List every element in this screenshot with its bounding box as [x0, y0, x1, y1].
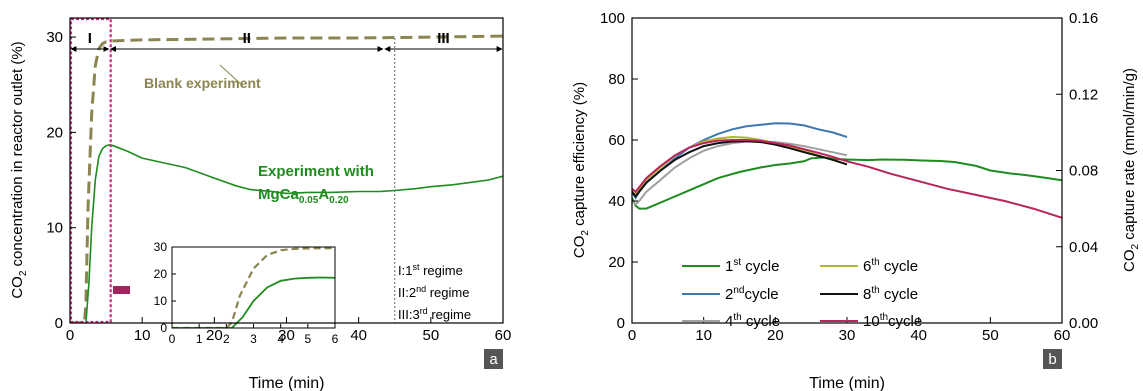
x-tick-label-a: 10: [134, 327, 151, 344]
y-tick-label-b: 0: [617, 315, 625, 332]
y2-tick-label-b: 0.16: [1069, 10, 1098, 27]
panel-label-b-box: [1043, 349, 1062, 369]
x-tick-label-b: 50: [982, 327, 999, 344]
x-tick-label-b: 40: [910, 327, 927, 344]
inset-y-tick-label: 0: [160, 321, 167, 335]
series-line-cycle-10: [632, 139, 1062, 219]
regime-legend-item: II:2nd regime: [398, 284, 469, 300]
legend-label-cycle-2: 2ndcycle: [725, 285, 779, 303]
inset-x-tick-label: 3: [250, 332, 257, 346]
panel-b: 0 10 20 30 40 50 60 0 20 40 60 80 100 0.00 0.04 0.08 0.1…: [571, 10, 1141, 391]
y-tick-label-b: 100: [600, 10, 625, 27]
x-axis-label-a: Time (min): [249, 375, 325, 391]
legend-label-cycle-8: 8th cycle: [863, 285, 918, 303]
x-tick-label-b: 10: [695, 327, 712, 344]
legend-label-cycle-1: 1st cycle: [725, 257, 779, 275]
inset-y-tick-label: 20: [154, 267, 168, 281]
y2-axis-label-b: CO2 capture rate (mmol/min/g): [1121, 68, 1141, 272]
experiment-label-line1: Experiment with: [258, 163, 374, 180]
x-tick-label-a: 60: [495, 327, 512, 344]
series-line-mgca-experiment: [70, 143, 503, 323]
legend-label-cycle-10: 10thcycle: [863, 312, 922, 330]
blank-annotation-leader: [219, 64, 244, 87]
x-axis-label-b: Time (min): [809, 375, 885, 391]
y-tick-label-b: 40: [608, 193, 625, 210]
regime-label-iii: III: [437, 30, 450, 47]
inset-y-tick-label: 30: [154, 240, 168, 254]
x-tick-label-b: 60: [1054, 327, 1071, 344]
inset-x-tick-label: 6: [332, 332, 339, 346]
regime-label-i: I: [88, 30, 92, 47]
blank-experiment-label: Blank experiment: [144, 75, 261, 91]
x-tick-label-b: 20: [767, 327, 784, 344]
legend-label-cycle-4: 4th cycle: [725, 312, 780, 330]
panel-label-a: a: [489, 351, 498, 368]
y-tick-label-b: 80: [608, 71, 625, 88]
series-line-blank-experiment: [70, 34, 503, 323]
regime-i-highlight-box: [69, 17, 112, 324]
regime-legend-item: I:1st regime: [398, 262, 463, 278]
y-tick-label-a: 30: [46, 29, 63, 46]
cycle-legend: 1st cycle 2ndcycle 4th cycle 6th cycle 8th c…: [682, 257, 922, 330]
panel-label-a-box: [484, 349, 503, 369]
inset-x-tick-label: 0: [169, 332, 176, 346]
series-line-cycle-2: [632, 122, 848, 200]
regime-legend: I:1st regime II:2nd regime III:3rd regime: [398, 262, 471, 322]
series-line-cycle-4: [632, 140, 848, 206]
y-tick-label-b: 20: [608, 254, 625, 271]
legend-label-cycle-6: 6th cycle: [863, 257, 918, 275]
regime-label-ii: II: [243, 30, 251, 47]
y-tick-label-a: 10: [46, 220, 63, 237]
y2-tick-label-b: 0.00: [1069, 315, 1098, 332]
inset-x-tick-label: 1: [196, 332, 203, 346]
panel-label-b: b: [1048, 351, 1056, 368]
x-tick-label-b: 30: [839, 327, 856, 344]
y2-tick-label-b: 0.04: [1069, 239, 1098, 256]
y-axis-label-b: CO2 capture efficiency (%): [571, 82, 591, 258]
inset-y-tick-label: 10: [154, 294, 168, 308]
regime-arrows: I II III: [70, 30, 503, 52]
x-tick-label-a: 20: [206, 327, 223, 344]
y-axis-label-a: CO2 concentration in reactor outlet (%): [9, 41, 29, 298]
y2-tick-label-b: 0.08: [1069, 163, 1098, 180]
plot-frame-b: [631, 17, 1063, 324]
x-tick-label-a: 0: [66, 327, 74, 344]
x-tick-label-a: 40: [350, 327, 367, 344]
inset-x-tick-label: 5: [304, 332, 311, 346]
y-tick-label-a: 0: [55, 315, 63, 332]
inset-x-tick-label: 4: [277, 332, 284, 346]
series-line-cycle-6: [632, 135, 848, 197]
inset-series-line: [172, 247, 335, 328]
inset-x-tick-label: 2: [223, 332, 230, 346]
x-tick-label-a: 50: [422, 327, 439, 344]
inset-chart: 0 1 2 3 4 5 6 0 10 20 30: [130, 237, 345, 360]
experiment-label-line2: MgCa0.05A0.20: [258, 186, 349, 206]
y-tick-label-a: 20: [46, 124, 63, 141]
panel-a: I II III Blank experiment Experiment with …: [9, 17, 512, 391]
y-tick-label-b: 60: [608, 132, 625, 149]
x-tick-label-b: 0: [628, 327, 636, 344]
series-line-cycle-8: [632, 140, 848, 199]
y2-tick-label-b: 0.12: [1069, 86, 1098, 103]
x-tick-label-a: 30: [278, 327, 295, 344]
series-line-cycle-1: [632, 156, 1062, 210]
regime-legend-item: III:3rd regime: [398, 306, 471, 322]
